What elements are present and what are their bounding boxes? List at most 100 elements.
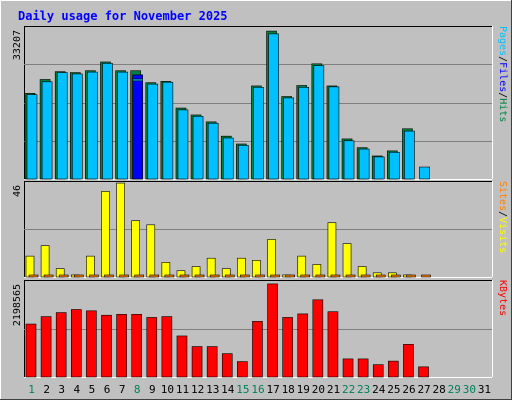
x-tick-label: 25: [387, 383, 400, 396]
panel-1-ymax-label: 46: [12, 185, 23, 197]
bar-sites: [421, 274, 431, 278]
bar-sites: [360, 274, 371, 278]
panel-1-ylabel: Sites/Visits: [497, 181, 508, 253]
panel-0-ymax-label: 33207: [12, 30, 23, 60]
bar-files: [192, 116, 204, 180]
x-tick-label: 28: [433, 383, 446, 396]
x-tick-label: 15: [236, 383, 249, 396]
bar-visits: [101, 191, 110, 278]
bar-kbytes: [146, 317, 158, 378]
bar-files: [41, 81, 53, 180]
bar-kbytes: [312, 299, 324, 378]
panel-1-ylabel-part: Sites: [497, 181, 508, 211]
bar-files: [26, 94, 38, 180]
bar-files: [419, 166, 430, 180]
bar-visits: [342, 243, 352, 278]
bar-kbytes: [40, 316, 52, 378]
panel-0-ylabel-part: Pages: [497, 26, 508, 56]
x-tick-label: 17: [266, 383, 279, 396]
bar-visits: [237, 257, 246, 278]
bar-sites: [89, 274, 99, 278]
bar-kbytes: [418, 366, 429, 378]
x-tick-label: 24: [372, 383, 386, 396]
x-tick-label: 4: [74, 383, 81, 396]
x-tick-label: 6: [104, 383, 111, 396]
bar-sites: [179, 274, 190, 278]
bar-kbytes: [221, 353, 233, 378]
bar-visits: [252, 260, 261, 278]
panel-0: 33207 Pages/Files/Hits: [12, 26, 508, 180]
bar-sites: [104, 274, 114, 278]
x-tick-label: 22: [342, 383, 355, 396]
bar-sites: [285, 274, 295, 278]
bar-sites: [194, 274, 205, 278]
x-tick-label: 3: [58, 383, 65, 396]
bar-sites: [391, 274, 401, 278]
bar-kbytes: [267, 283, 278, 378]
bar-kbytes: [116, 314, 127, 378]
x-axis-labels: 1 2 3 4 5 6 7 8 9 10 11 12 13 14 15 16 17 18 19 20 21 22 23 24 2…: [28, 383, 491, 396]
bar-kbytes: [70, 309, 82, 378]
bar-kbytes: [237, 361, 248, 378]
bar-kbytes: [206, 346, 218, 378]
bar-kbytes: [86, 310, 97, 378]
bar-visits: [267, 239, 276, 278]
bar-kbytes: [176, 335, 188, 378]
bar-files: [132, 78, 143, 82]
x-tick-label: 7: [119, 383, 126, 396]
x-tick-label: 26: [402, 383, 415, 396]
panel-2: 2198565 KBytes: [12, 280, 508, 378]
x-tick-label: 21: [327, 383, 340, 396]
bar-sites: [209, 274, 220, 278]
bar-files: [328, 86, 340, 180]
x-tick-label: 13: [206, 383, 219, 396]
bar-files: [373, 156, 385, 180]
bar-kbytes: [191, 346, 203, 378]
bar-visits: [40, 245, 50, 278]
x-tick-label: 23: [357, 383, 370, 396]
bar-sites: [43, 274, 54, 278]
bar-kbytes: [297, 313, 309, 378]
panel-0-ylabel-part: /: [497, 92, 508, 98]
bar-visits: [146, 224, 156, 278]
bar-sites: [119, 274, 129, 278]
bar-visits: [206, 257, 216, 278]
bar-sites: [406, 274, 416, 278]
bar-kbytes: [101, 314, 112, 378]
bar-kbytes: [372, 364, 384, 378]
bar-sites: [300, 274, 311, 278]
panel-0-ylabel-part: Hits: [497, 98, 508, 122]
bar-sites: [73, 274, 84, 278]
bar-files: [404, 130, 415, 180]
bar-files: [102, 63, 113, 180]
x-tick-label: 18: [282, 383, 295, 396]
bar-sites: [255, 274, 265, 278]
bar-sites: [240, 274, 250, 278]
x-tick-label: 5: [89, 383, 96, 396]
bar-files: [283, 97, 294, 180]
bar-kbytes: [55, 312, 67, 378]
bar-visits: [131, 220, 140, 278]
panel-1-ylabel-part: /: [497, 211, 508, 217]
bar-kbytes: [282, 317, 293, 378]
bar-kbytes: [252, 321, 263, 378]
bar-sites: [224, 274, 235, 278]
panel-1: 46 Sites/Visits: [12, 181, 508, 278]
bar-files: [56, 72, 68, 180]
bar-files: [117, 71, 128, 180]
bar-files: [389, 151, 400, 180]
bar-visits: [25, 255, 35, 278]
x-tick-label: 27: [417, 383, 430, 396]
x-tick-label: 31: [478, 383, 491, 396]
bar-sites: [28, 274, 39, 278]
bar-visits: [297, 255, 307, 278]
bar-files: [298, 87, 310, 180]
bar-files: [313, 65, 325, 180]
bar-sites: [270, 274, 280, 278]
bar-kbytes: [357, 358, 369, 378]
x-tick-label: 11: [176, 383, 189, 396]
panel-2-ylabel: KBytes: [497, 280, 508, 316]
bar-kbytes: [25, 323, 37, 378]
